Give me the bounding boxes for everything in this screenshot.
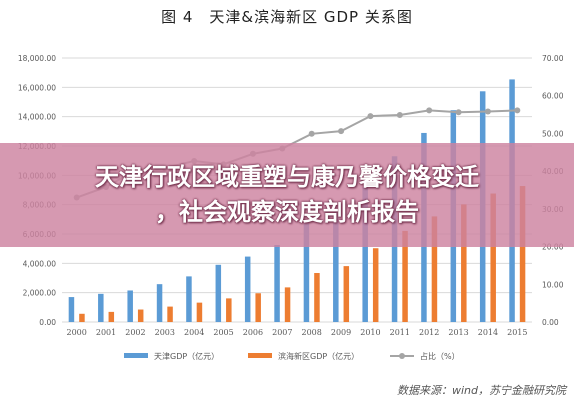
line-point <box>426 107 433 114</box>
y-right-tick-label: 50.00 <box>542 129 564 138</box>
bar-binhai-gdp <box>461 204 467 322</box>
bar-binhai-gdp <box>137 309 144 322</box>
bar-binhai-gdp <box>284 287 291 322</box>
bar-tianjin-gdp <box>156 284 163 322</box>
x-tick-label: 2012 <box>419 328 439 337</box>
bar-binhai-gdp <box>79 313 85 322</box>
bar-binhai-gdp <box>519 186 526 322</box>
bar-binhai-gdp <box>431 216 438 322</box>
x-tick-label: 2013 <box>448 328 468 337</box>
bar-binhai-gdp <box>343 266 350 322</box>
line-point <box>308 130 315 137</box>
y-left-tick-label: 4,000.00 <box>23 259 57 268</box>
x-tick-label: 2006 <box>243 328 263 337</box>
x-tick-label: 2003 <box>155 328 175 337</box>
bar-binhai-gdp <box>402 230 408 322</box>
y-left-tick-label: 14,000.00 <box>18 113 56 122</box>
source-note: 数据来源：wind，苏宁金融研究院 <box>396 384 566 397</box>
x-tick-label: 2000 <box>67 328 87 337</box>
line-point <box>455 109 462 116</box>
bar-binhai-gdp <box>108 311 115 322</box>
x-tick-label: 2010 <box>360 328 380 337</box>
legend-label: 滨海新区GDP（亿元） <box>278 351 359 361</box>
bar-tianjin-gdp <box>186 276 192 322</box>
x-tick-label: 2015 <box>507 328 527 337</box>
bar-tianjin-gdp <box>362 186 368 322</box>
y-right-tick-label: 60.00 <box>542 92 564 101</box>
legend-marker <box>399 353 405 359</box>
bar-tianjin-gdp <box>303 223 310 322</box>
y-right-tick-label: 70.00 <box>542 54 564 63</box>
bar-binhai-gdp <box>372 248 379 322</box>
overlay-headline: 天津行政区域重塑与康乃馨价格变迁 ，社会观察深度剖析报告 <box>0 160 574 230</box>
bar-tianjin-gdp <box>68 297 75 322</box>
bar-tianjin-gdp <box>333 211 339 322</box>
bar-binhai-gdp <box>167 306 173 322</box>
bar-binhai-gdp <box>196 302 203 322</box>
x-tick-label: 2011 <box>390 328 410 337</box>
y-right-tick-label: 20.00 <box>542 243 564 252</box>
x-tick-label: 2008 <box>302 328 322 337</box>
y-left-tick-label: 0.00 <box>39 318 56 327</box>
legend-swatch <box>248 353 272 358</box>
overlay-line-1: 天津行政区域重塑与康乃馨价格变迁 <box>95 163 479 191</box>
bar-tianjin-gdp <box>274 245 280 322</box>
bar-binhai-gdp <box>255 293 261 322</box>
x-tick-label: 2004 <box>184 328 204 337</box>
line-point <box>514 107 521 114</box>
x-tick-label: 2002 <box>125 328 145 337</box>
y-right-tick-label: 10.00 <box>542 280 564 289</box>
overlay-banner <box>0 143 574 247</box>
overlay-line-2: ，社会观察深度剖析报告 <box>155 198 419 226</box>
legend-label: 天津GDP（亿元） <box>154 351 219 361</box>
x-tick-label: 2009 <box>331 328 351 337</box>
chart-title: 图 4 天津&滨海新区 GDP 关系图 <box>161 8 413 26</box>
bar-tianjin-gdp <box>244 256 251 322</box>
bar-binhai-gdp <box>226 298 232 322</box>
x-tick-label: 2014 <box>478 328 498 337</box>
y-left-tick-label: 16,000.00 <box>18 83 56 92</box>
line-point <box>367 113 374 120</box>
bar-binhai-gdp <box>314 273 320 322</box>
legend-swatch <box>124 353 148 358</box>
x-tick-label: 2007 <box>272 328 292 337</box>
y-left-tick-label: 2,000.00 <box>23 289 57 298</box>
x-tick-label: 2001 <box>96 328 116 337</box>
bar-tianjin-gdp <box>127 290 133 322</box>
y-left-tick-label: 18,000.00 <box>18 54 56 63</box>
bar-tianjin-gdp <box>98 293 104 322</box>
bar-tianjin-gdp <box>215 264 222 322</box>
legend-label: 占比（%） <box>420 351 460 361</box>
y-right-tick-label: 0.00 <box>542 318 559 327</box>
bar-binhai-gdp <box>490 193 496 322</box>
x-tick-label: 2005 <box>213 328 233 337</box>
line-point <box>338 128 345 135</box>
line-point <box>396 111 403 118</box>
line-point <box>484 108 491 115</box>
